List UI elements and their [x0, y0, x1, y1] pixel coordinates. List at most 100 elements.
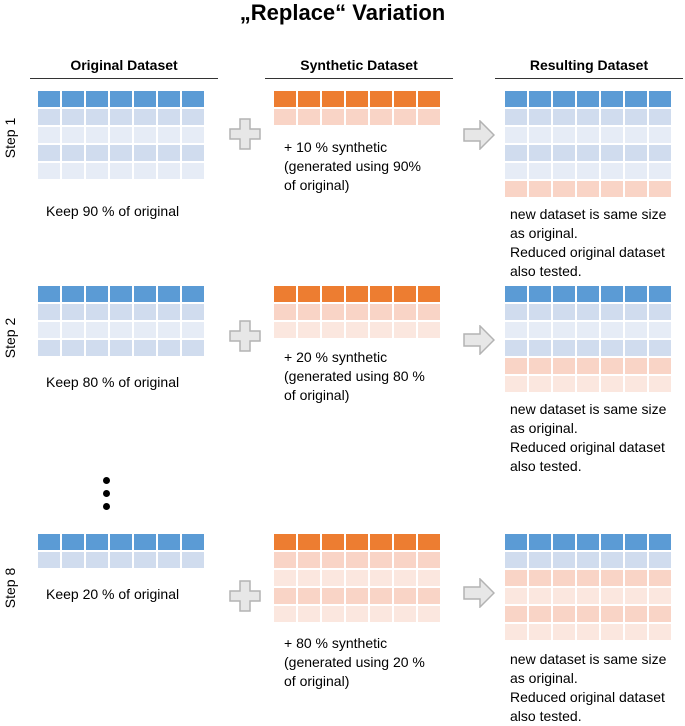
table-cell — [505, 127, 527, 143]
table-cell — [529, 145, 551, 161]
table-row — [274, 606, 440, 622]
step-1-synthetic-text: + 10 % synthetic (generated using 90% of… — [284, 138, 421, 195]
table-cell — [370, 552, 392, 568]
table-cell — [529, 340, 551, 356]
table-cell — [505, 340, 527, 356]
table-cell — [38, 340, 60, 356]
table-cell — [182, 340, 204, 356]
step-8-synthetic-line-2: (generated using 20 % — [284, 654, 425, 670]
step-8-label: Step 8 — [2, 567, 18, 609]
table-cell — [62, 304, 84, 320]
table-cell — [322, 534, 344, 550]
step-8-plus-icon — [229, 580, 261, 617]
table-cell — [86, 127, 108, 143]
table-cell — [274, 286, 296, 302]
table-cell — [553, 358, 575, 374]
table-row — [505, 624, 671, 640]
table-row — [505, 91, 671, 107]
table-cell — [625, 340, 647, 356]
table-cell — [62, 91, 84, 107]
step-8-arrow-icon — [463, 577, 496, 613]
table-cell — [38, 91, 60, 107]
step-1-label: Step 1 — [2, 117, 18, 159]
original-heading-rule — [30, 78, 218, 79]
table-cell — [86, 552, 108, 568]
table-cell — [394, 304, 416, 320]
table-cell — [601, 358, 623, 374]
table-cell — [505, 163, 527, 179]
table-cell — [110, 109, 132, 125]
table-cell — [577, 358, 599, 374]
table-cell — [134, 340, 156, 356]
table-cell — [601, 588, 623, 604]
table-cell — [274, 570, 296, 586]
step-1-original-rows — [38, 109, 204, 179]
table-cell — [505, 304, 527, 320]
table-row — [274, 109, 440, 125]
table-cell — [110, 145, 132, 161]
table-cell — [505, 606, 527, 622]
table-cell — [553, 534, 575, 550]
table-cell — [370, 588, 392, 604]
table-cell — [134, 534, 156, 550]
table-cell — [62, 340, 84, 356]
table-row — [505, 181, 671, 197]
table-row — [505, 163, 671, 179]
table-cell — [529, 109, 551, 125]
table-cell — [601, 109, 623, 125]
resulting-dataset-heading: Resulting Dataset — [529, 57, 649, 73]
table-cell — [346, 552, 368, 568]
table-cell — [625, 376, 647, 392]
step-8-result-line-3: Reduced original dataset — [510, 689, 665, 705]
table-cell — [134, 304, 156, 320]
table-row — [505, 340, 671, 356]
table-cell — [649, 606, 671, 622]
original-dataset-heading: Original Dataset — [70, 57, 178, 73]
step-2-synthetic-line-1: + 20 % synthetic — [284, 349, 388, 365]
table-cell — [649, 181, 671, 197]
step-2-label: Step 2 — [2, 317, 18, 359]
table-cell — [298, 304, 320, 320]
table-cell — [182, 109, 204, 125]
table-cell — [553, 376, 575, 392]
table-cell — [577, 145, 599, 161]
table-cell — [625, 109, 647, 125]
table-cell — [529, 552, 551, 568]
table-cell — [38, 304, 60, 320]
table-cell — [529, 624, 551, 640]
table-cell — [625, 91, 647, 107]
table-cell — [86, 534, 108, 550]
table-cell — [346, 570, 368, 586]
table-cell — [62, 145, 84, 161]
table-cell — [298, 570, 320, 586]
table-cell — [649, 304, 671, 320]
table-cell — [158, 340, 180, 356]
table-cell — [601, 163, 623, 179]
table-cell — [649, 340, 671, 356]
ellipsis-dots — [103, 477, 110, 510]
table-row — [505, 322, 671, 338]
table-cell — [601, 145, 623, 161]
table-cell — [505, 109, 527, 125]
table-cell — [601, 570, 623, 586]
table-cell — [625, 127, 647, 143]
table-cell — [649, 534, 671, 550]
step-8-result-text: new dataset is same size as original. Re… — [510, 650, 666, 726]
table-cell — [649, 376, 671, 392]
table-row — [38, 127, 204, 143]
table-cell — [601, 606, 623, 622]
table-cell — [529, 304, 551, 320]
table-cell — [601, 340, 623, 356]
table-cell — [134, 552, 156, 568]
ellipsis-dot — [103, 477, 110, 484]
table-cell — [649, 109, 671, 125]
table-cell — [649, 163, 671, 179]
step-2-label-box: Step 2 — [0, 290, 20, 390]
table-cell — [553, 127, 575, 143]
step-2-result-line-2: as original. — [510, 420, 578, 436]
table-cell — [298, 606, 320, 622]
table-cell — [505, 358, 527, 374]
table-cell — [158, 145, 180, 161]
table-cell — [529, 322, 551, 338]
table-cell — [625, 534, 647, 550]
